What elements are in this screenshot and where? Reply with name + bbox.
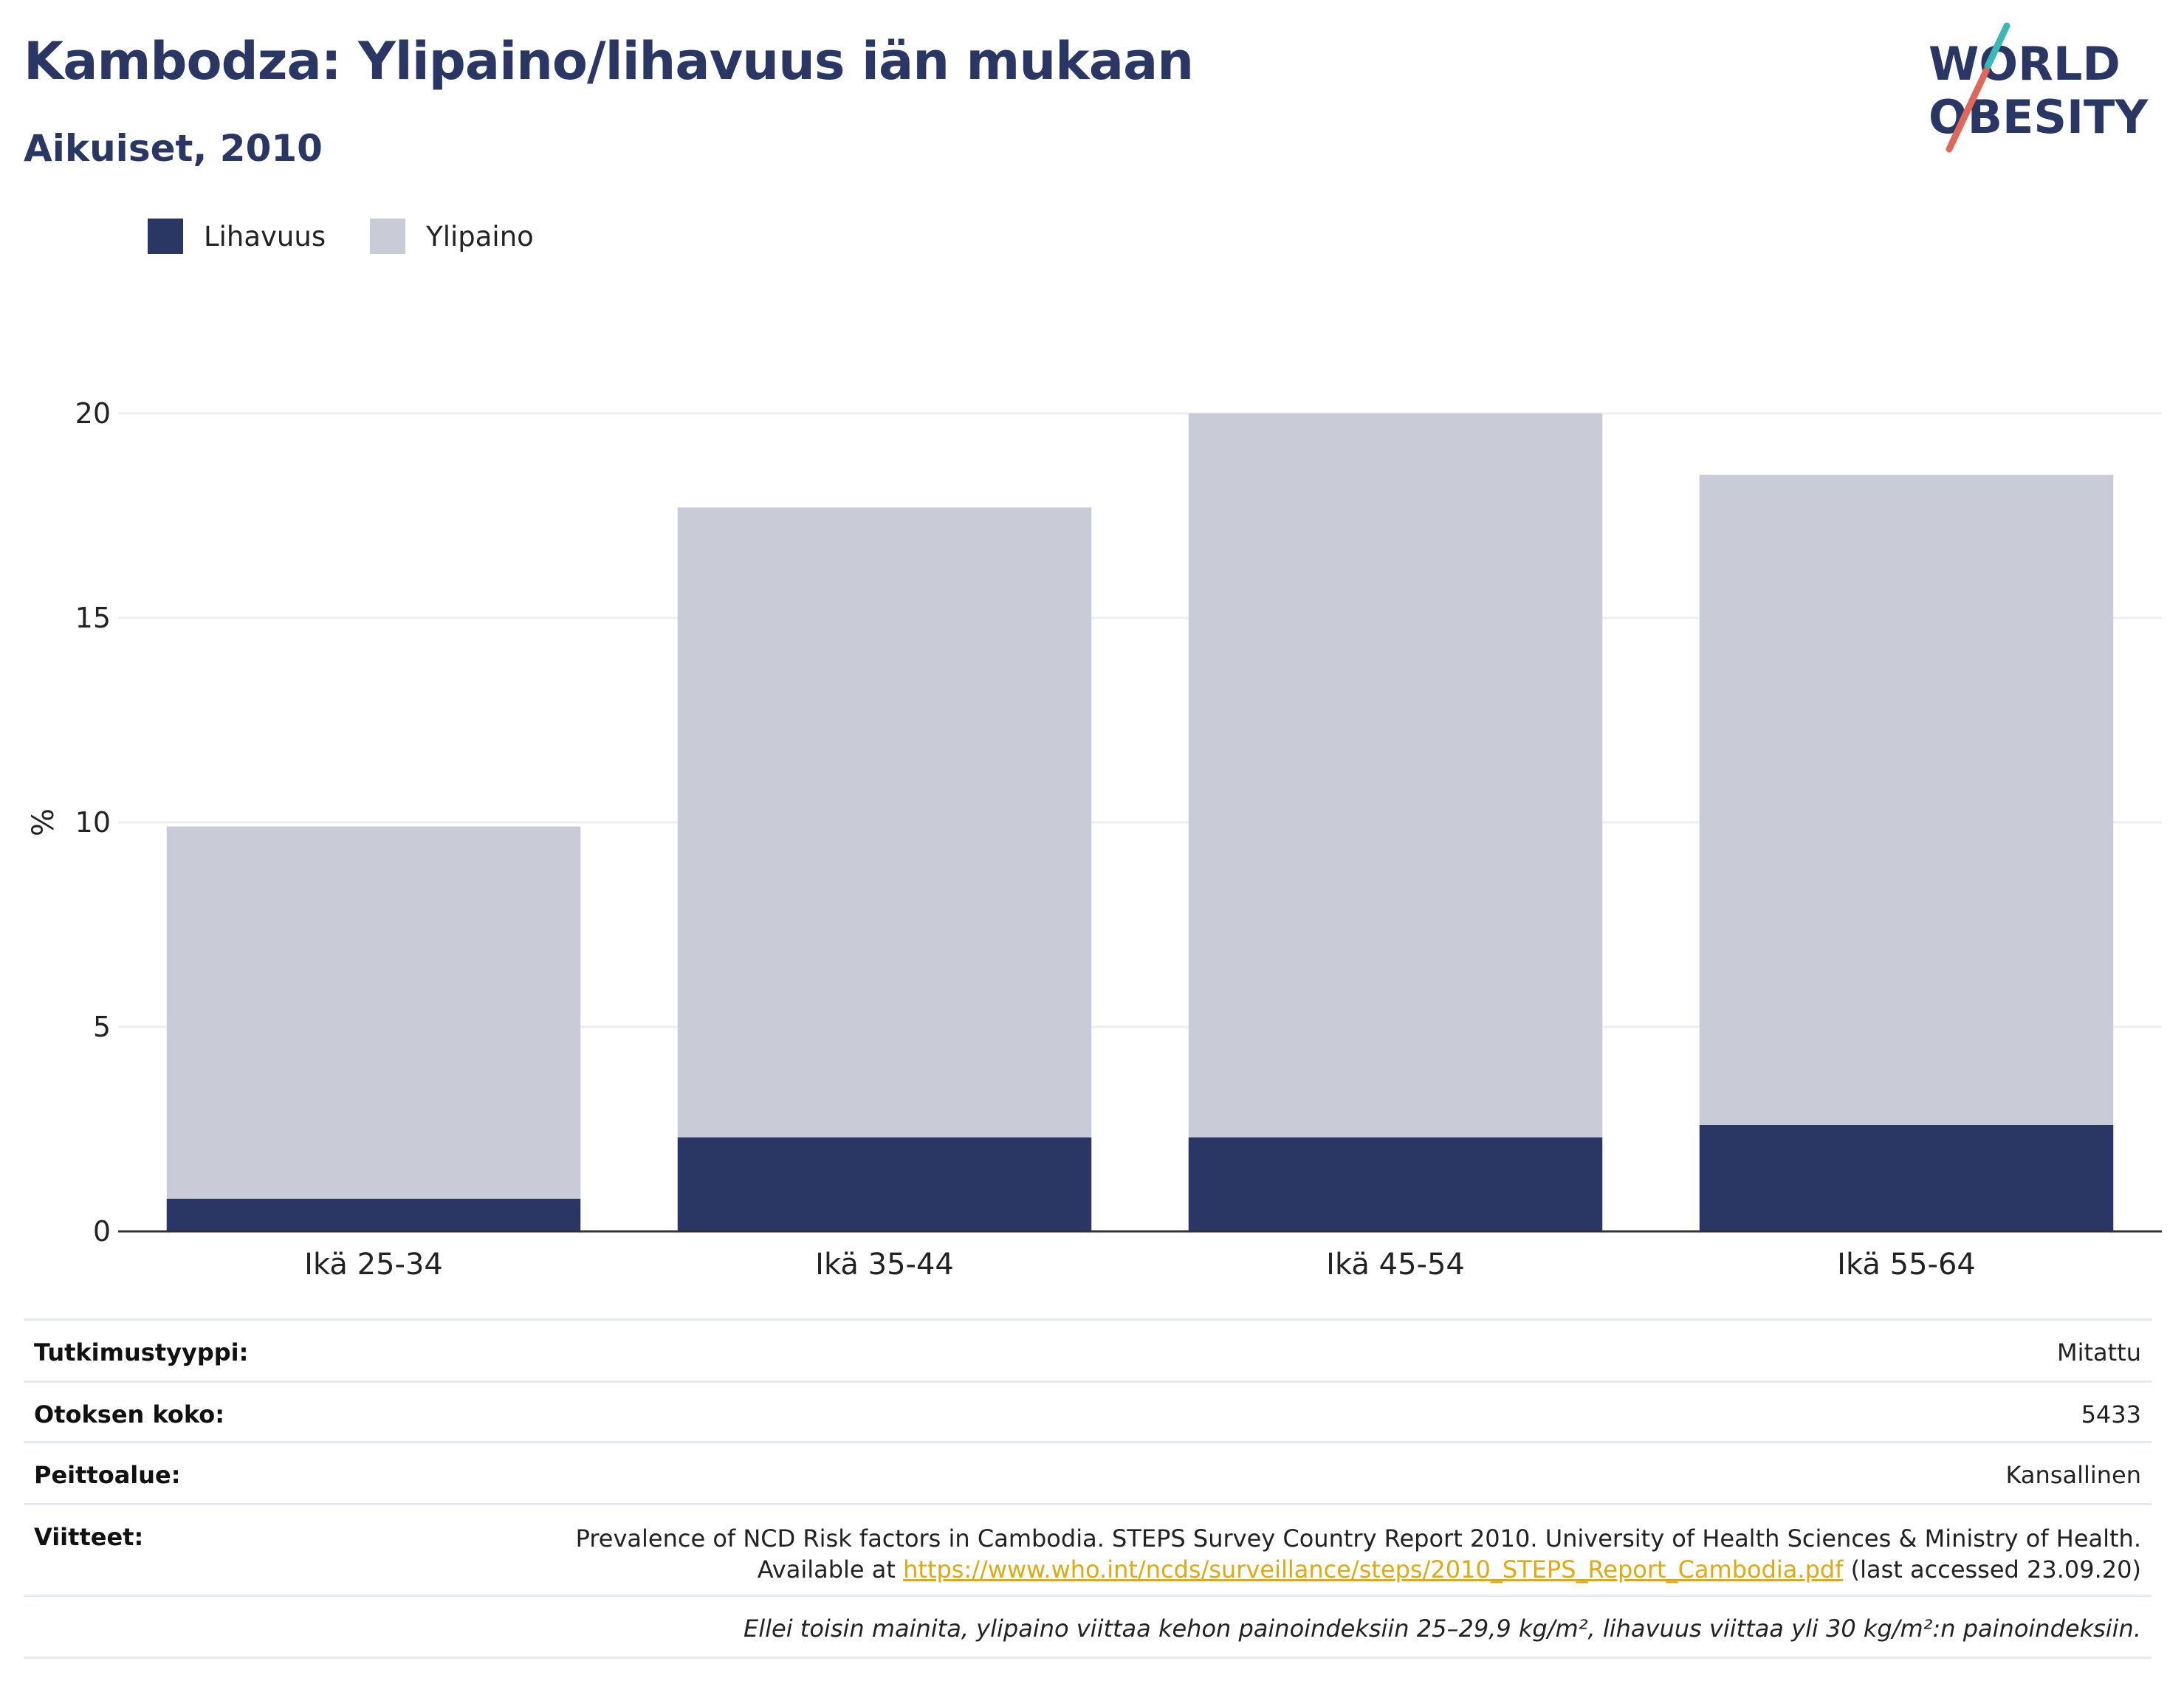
reference-suffix: (last accessed 23.09.20)	[1843, 1555, 2141, 1584]
bar-ylipaino	[166, 826, 581, 1199]
bar-lihavuus	[166, 1198, 581, 1231]
info-row-sample-size: Otoksen koko: 5433	[24, 1381, 2152, 1441]
reference-line2: Available at https://www.who.int/ncds/su…	[576, 1554, 2141, 1585]
x-tick-label: Ikä 45-54	[1326, 1248, 1465, 1277]
info-value: 5433	[2081, 1400, 2141, 1428]
info-key: Tutkimustyyppi:	[34, 1338, 249, 1366]
legend-swatch-lihavuus	[148, 219, 183, 254]
y-tick-label: 20	[75, 397, 111, 430]
info-key: Otoksen koko:	[34, 1400, 225, 1428]
bar-ylipaino	[677, 507, 1092, 1138]
bar-ylipaino	[1699, 475, 2114, 1125]
info-row-coverage: Peittoalue: Kansallinen	[24, 1441, 2152, 1503]
logo-line1: WORLD	[1929, 37, 2121, 91]
reference-text: Prevalence of NCD Risk factors in Cambod…	[576, 1523, 2141, 1585]
legend-item-lihavuus[interactable]: Lihavuus	[148, 219, 326, 254]
x-tick-label: Ikä 35-44	[815, 1248, 954, 1277]
info-row-note: Ellei toisin mainita, ylipaino viittaa k…	[24, 1595, 2152, 1657]
logo-coral-stroke	[1946, 67, 1990, 153]
x-tick-label: Ikä 25-34	[304, 1248, 443, 1277]
reference-line1: Prevalence of NCD Risk factors in Cambod…	[575, 1524, 2141, 1553]
info-key: Viitteet:	[34, 1523, 144, 1551]
reference-link[interactable]: https://www.who.int/ncds/surveillance/st…	[903, 1555, 1844, 1584]
legend-label-lihavuus: Lihavuus	[204, 220, 326, 252]
legend-item-ylipaino[interactable]: Ylipaino	[370, 219, 534, 254]
table-bottom-border	[24, 1657, 2152, 1659]
reference-prefix: Available at	[757, 1555, 904, 1584]
bar-chart: 0 5 10 15 20% Ikä 25-34 Ikä 35-44 Ikä 45-54 Ikä …	[27, 397, 2162, 1277]
legend-label-ylipaino: Ylipaino	[426, 220, 534, 252]
chart-subtitle: Aikuiset, 2010	[24, 127, 323, 170]
bar-ylipaino	[1188, 413, 1603, 1138]
y-tick-label: 15	[75, 602, 111, 634]
info-value: Kansallinen	[2005, 1461, 2141, 1489]
definition-note: Ellei toisin mainita, ylipaino viittaa k…	[744, 1615, 2141, 1643]
info-row-study-type: Tutkimustyyppi: Mitattu	[24, 1318, 2152, 1381]
bar-lihavuus	[677, 1137, 1092, 1231]
logo-teal-stroke	[1984, 22, 2010, 70]
info-table: Tutkimustyyppi: Mitattu Otoksen koko: 54…	[24, 1318, 2152, 1659]
x-tick-label: Ikä 55-64	[1837, 1248, 1976, 1277]
bar-lihavuus	[1699, 1124, 2114, 1231]
info-value: Mitattu	[2056, 1338, 2141, 1366]
y-tick-label: 10	[75, 806, 111, 839]
info-key: Peittoalue:	[34, 1461, 181, 1489]
y-tick-label: 0	[93, 1215, 111, 1248]
info-row-references: Viitteet: Prevalence of NCD Risk factors…	[24, 1503, 2152, 1595]
y-axis-label: %	[27, 808, 61, 836]
chart-legend: Lihavuus Ylipaino	[148, 219, 556, 254]
world-obesity-logo: WORLD OBESITY	[1929, 22, 2149, 153]
chart-title: Kambodza: Ylipaino/lihavuus iän mukaan	[24, 31, 1194, 92]
legend-swatch-ylipaino	[370, 219, 406, 254]
y-tick-label: 5	[93, 1011, 111, 1043]
bar-lihavuus	[1188, 1137, 1603, 1231]
